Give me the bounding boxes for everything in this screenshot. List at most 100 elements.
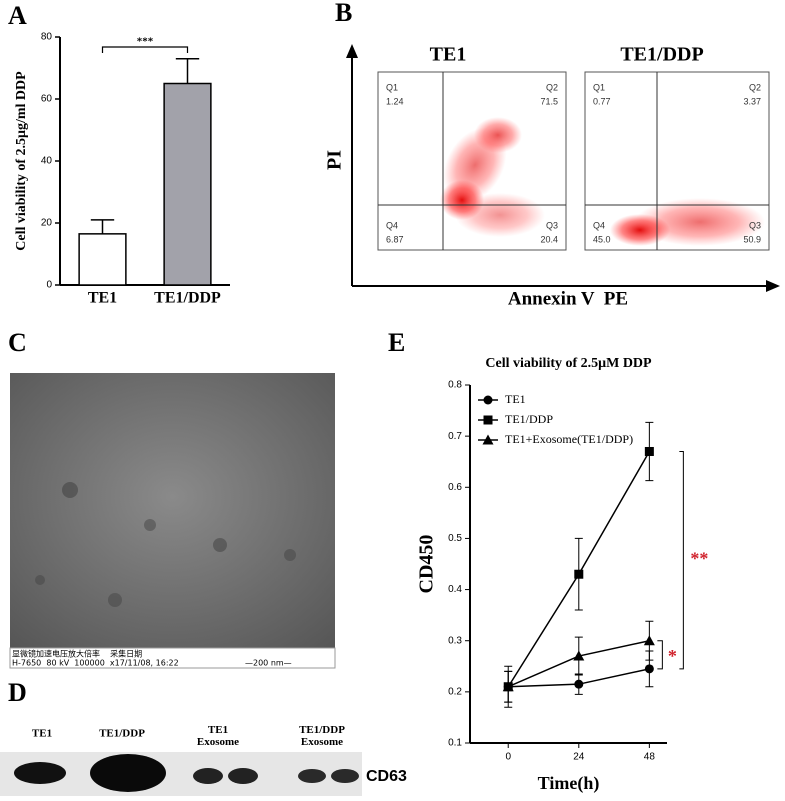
caption-box: [9, 647, 336, 669]
legend-label: TE1: [505, 392, 526, 406]
panel-label: A: [8, 1, 27, 30]
band: [193, 768, 223, 784]
x-tick-label: 48: [644, 752, 656, 763]
significance-bracket: [101, 46, 189, 53]
plot-frame: [377, 71, 567, 251]
vesicle: [62, 482, 78, 498]
quadrant-name: Q2: [749, 82, 761, 92]
y-tick-label: 0: [46, 280, 52, 291]
quadrant-value: 20.4: [540, 234, 558, 244]
panel-label: B: [335, 0, 352, 27]
legend-label: TE1/DDP: [505, 412, 553, 426]
significance: *: [668, 646, 677, 666]
quadrant-name: Q3: [749, 220, 761, 230]
lane-label: TE1 Exosome: [197, 724, 239, 748]
dot-cloud: [455, 193, 545, 237]
blot-panel: TE1 TE1/DDP TE1 Exosome TE1/DDP Exosome CD…: [0, 724, 407, 796]
quadrant-value: 3.37: [743, 96, 761, 106]
axis-label: Annexin V PE: [508, 288, 628, 309]
flow-panel: PI Annexin V PE TE1 TE1/DDP Q1 1.24 Q2 71.5…: [324, 44, 780, 309]
quadrant-labels: Q1 1.24 Q2 71.5 Q4 6.87 Q3 20.4 Q1 0.77 Q2 3.37 Q4 45…: [386, 82, 761, 244]
y-tick-label: 60: [41, 94, 53, 105]
y-tick-label: 0.5: [448, 533, 462, 544]
x-tick-label: TE1/DDP: [154, 290, 221, 307]
y-tick-label: 0.4: [448, 584, 462, 595]
y-tick-label: 40: [41, 156, 53, 167]
micrograph: [10, 373, 335, 648]
vesicle: [108, 593, 122, 607]
y-tick-label: 0.2: [448, 686, 462, 697]
quadrant-name: Q1: [593, 82, 605, 92]
axis-label: CD450: [416, 535, 438, 594]
marker: [482, 434, 494, 445]
quadrant-value: 71.5: [540, 96, 558, 106]
axis-label: PI: [324, 150, 346, 170]
marker: [574, 679, 584, 689]
quadrant-value: 0.77: [593, 96, 611, 106]
quadrant-name: Q3: [546, 220, 558, 230]
x-tick-label: 24: [573, 752, 585, 763]
marker: [483, 415, 493, 425]
blot-marker: CD63: [366, 768, 407, 785]
quadrant-value: 1.24: [386, 96, 404, 106]
y-tick-label: 0.3: [448, 635, 462, 646]
vesicle: [144, 519, 156, 531]
y-tick-label: 0.7: [448, 431, 462, 442]
marker: [644, 446, 654, 456]
band: [331, 769, 359, 783]
significance: ***: [137, 36, 154, 48]
chart-title: Cell viability of 2.5μM DDP: [485, 356, 652, 371]
x-tick-label: TE1: [88, 290, 117, 307]
dot-cloud: [635, 198, 765, 246]
caption: —200 nm—: [245, 659, 292, 668]
vesicle: [213, 538, 227, 552]
panel-label: C: [8, 328, 27, 357]
lane-label: TE1/DDP: [99, 728, 145, 740]
significance: **: [690, 548, 708, 568]
marker: [483, 395, 493, 405]
bar: [78, 233, 127, 286]
quadrant-value: 50.9: [743, 234, 761, 244]
lane-label: TE1: [32, 728, 52, 740]
y-tick-label: 0.1: [448, 738, 462, 749]
plot-frame: [584, 71, 770, 251]
caption: H-7650 80 kV 100000 x17/11/08, 16:22: [12, 659, 179, 668]
quadrant-name: Q2: [546, 82, 558, 92]
significance-bracket: [679, 450, 684, 670]
panel-label: D: [8, 678, 27, 707]
micrograph-panel: 显微镜加速电压放大倍率 采集日期 H-7650 80 kV 100000 x17…: [9, 373, 336, 669]
y-tick-label: 20: [41, 218, 53, 229]
marker: [502, 681, 514, 692]
marker: [643, 635, 655, 646]
panel-label: E: [388, 328, 405, 357]
lane-label: TE1/DDP Exosome: [299, 724, 345, 748]
band: [298, 769, 326, 783]
plot-title: TE1/DDP: [620, 44, 703, 66]
vesicle: [284, 549, 296, 561]
quadrant-name: Q1: [386, 82, 398, 92]
band: [90, 754, 166, 792]
marker: [573, 650, 585, 661]
marker: [574, 569, 584, 579]
arrow: [346, 44, 358, 58]
dot-cloud: [474, 117, 522, 153]
x-tick-label: 0: [505, 752, 511, 763]
caption: 显微镜加速电压放大倍率 采集日期: [12, 649, 142, 659]
y-tick-label: 0.8: [448, 380, 462, 391]
quadrant-name: Q4: [593, 220, 605, 230]
arrow: [766, 280, 780, 292]
vesicle: [35, 575, 45, 585]
legend-label: TE1+Exosome(TE1/DDP): [505, 432, 633, 446]
plot-title: TE1: [430, 44, 467, 66]
axis-label: Cell viability of 2.5μg/ml DDP: [14, 71, 29, 251]
y-tick-label: 80: [41, 32, 53, 43]
significance-bracket: [657, 640, 663, 670]
quadrant-value: 6.87: [386, 234, 404, 244]
bar: [163, 82, 212, 286]
quadrant-value: 45.0: [593, 234, 611, 244]
band: [228, 768, 258, 784]
band: [14, 762, 66, 784]
quadrant-name: Q4: [386, 220, 398, 230]
marker: [644, 664, 654, 674]
